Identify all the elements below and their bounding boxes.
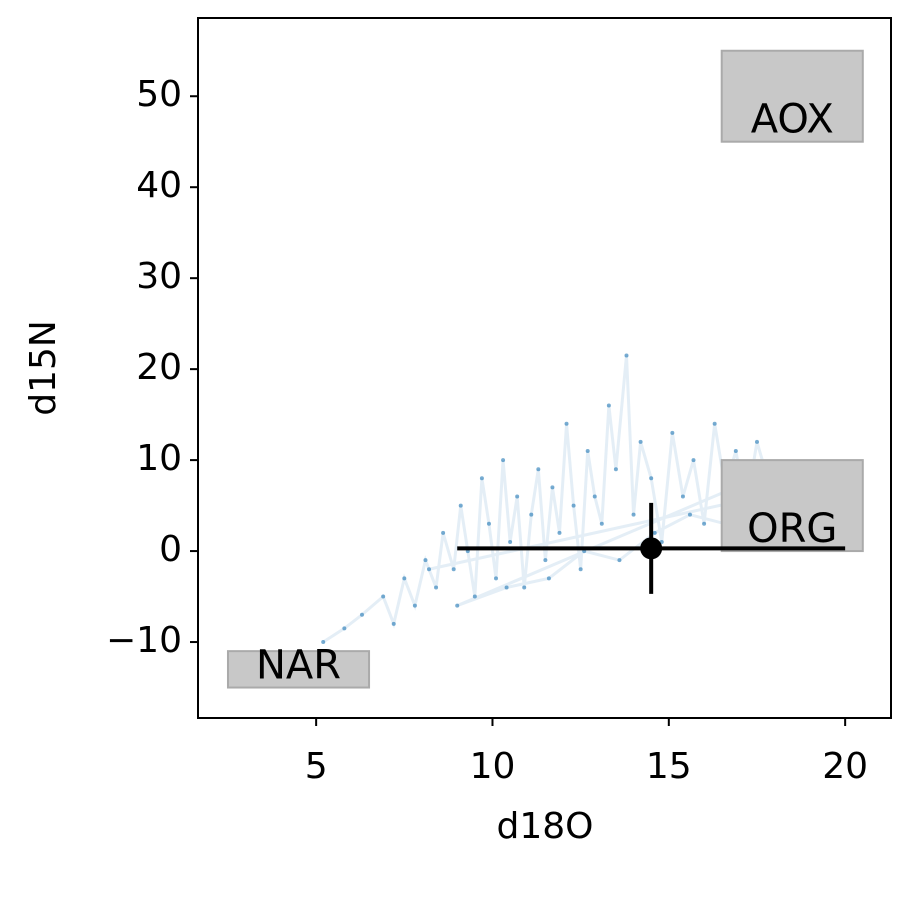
point <box>638 439 643 444</box>
x-tick-label: 15 <box>646 746 692 787</box>
point <box>712 421 717 426</box>
y-axis-label: d15N <box>23 320 64 416</box>
point <box>451 567 456 572</box>
x-tick-label: 5 <box>305 746 328 787</box>
measurement-point <box>640 537 663 560</box>
y-tick-label: 20 <box>136 347 182 388</box>
y-tick-label: −10 <box>106 620 182 661</box>
point <box>585 449 590 454</box>
point <box>606 403 611 408</box>
point <box>504 585 509 590</box>
point <box>557 530 562 535</box>
x-tick-label: 20 <box>822 746 868 787</box>
point <box>391 621 396 626</box>
point <box>680 494 685 499</box>
point <box>543 558 548 563</box>
point <box>515 494 520 499</box>
point <box>359 612 364 617</box>
point <box>733 449 738 454</box>
point <box>423 558 428 563</box>
point <box>494 576 499 581</box>
point <box>617 558 622 563</box>
point <box>624 353 629 358</box>
point <box>455 603 460 608</box>
point <box>631 512 636 517</box>
plot-frame <box>197 17 892 719</box>
point <box>479 476 484 481</box>
point <box>402 576 407 581</box>
point <box>472 594 477 599</box>
trajectory-line <box>322 355 780 644</box>
point <box>412 603 417 608</box>
y-tick-label: 10 <box>136 438 182 479</box>
point <box>702 521 707 526</box>
point <box>670 430 675 435</box>
point <box>571 503 576 508</box>
point <box>501 458 506 463</box>
point <box>613 467 618 472</box>
point <box>342 626 347 631</box>
point <box>441 530 446 535</box>
region-label: NAR <box>256 643 341 689</box>
point <box>687 512 692 517</box>
region-label: AOX <box>751 97 834 143</box>
point <box>508 539 513 544</box>
point <box>427 567 431 572</box>
point <box>649 476 654 481</box>
x-tick-label: 10 <box>470 746 516 787</box>
point <box>434 585 439 590</box>
point <box>599 521 604 526</box>
point <box>546 576 551 581</box>
point <box>321 640 326 645</box>
y-tick-label: 30 <box>136 256 182 297</box>
point <box>381 594 386 599</box>
point <box>536 467 541 472</box>
region-box <box>226 650 371 689</box>
y-tick-label: 40 <box>136 165 182 206</box>
point <box>754 439 759 444</box>
point <box>529 512 534 517</box>
region-label: ORG <box>747 506 837 552</box>
point <box>486 521 491 526</box>
point <box>522 585 527 590</box>
region-box <box>720 49 864 143</box>
point <box>550 485 555 490</box>
region-box <box>720 459 864 553</box>
point <box>691 458 696 463</box>
point <box>592 494 597 499</box>
point <box>652 530 657 535</box>
point <box>564 421 569 426</box>
y-tick-label: 0 <box>159 529 182 570</box>
x-axis-label: d18O <box>497 806 594 847</box>
y-tick-label: 50 <box>136 74 182 115</box>
point <box>578 567 583 572</box>
point <box>458 503 463 508</box>
